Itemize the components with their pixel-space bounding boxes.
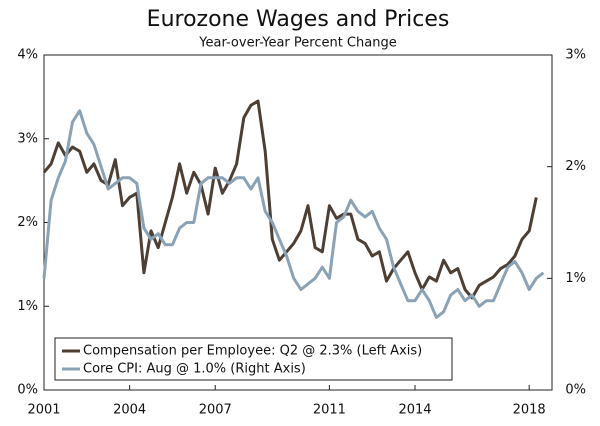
legend-label: Compensation per Employee: Q2 @ 2.3% (Le…: [83, 344, 422, 359]
legend-box: [54, 337, 453, 381]
y2-tick-label: 2%: [565, 159, 586, 174]
x-tick-label: 2004: [113, 403, 146, 418]
y-tick-label: 2%: [17, 215, 38, 230]
series-line: [42, 99, 538, 300]
y-tick-label: 4%: [17, 48, 38, 63]
x-tick-label: 2001: [27, 403, 60, 418]
y-tick-label: 1%: [17, 299, 38, 314]
x-tick-label: 2007: [199, 403, 232, 418]
y-tick-label: 3%: [17, 131, 38, 146]
y-tick-label: 0%: [17, 383, 38, 398]
legend-label: Core CPI: Aug @ 1.0% (Right Axis): [83, 362, 306, 377]
x-tick-label: 2011: [313, 403, 346, 418]
y2-tick-label: 3%: [565, 48, 586, 63]
series-line: [42, 109, 545, 319]
x-tick-label: 2014: [398, 403, 431, 418]
x-tick-label: 2018: [513, 403, 546, 418]
y2-tick-label: 0%: [565, 383, 586, 398]
chart-title: Eurozone Wages and Prices: [147, 7, 450, 32]
y2-tick-label: 1%: [565, 271, 586, 286]
chart-subtitle: Year-over-Year Percent Change: [198, 36, 396, 51]
